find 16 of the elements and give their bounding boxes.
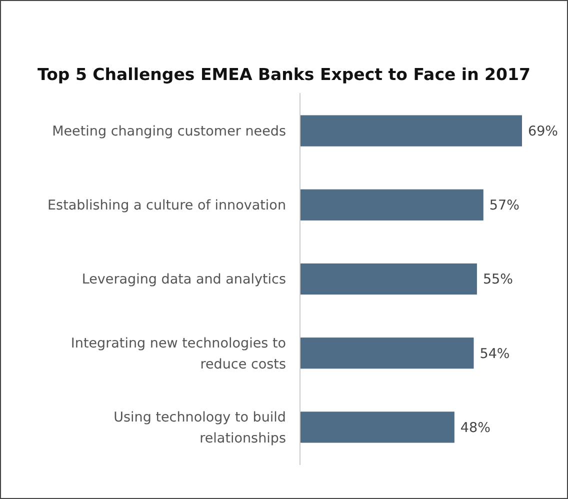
data-label: 54%: [480, 346, 510, 362]
bar: [300, 189, 484, 220]
y-tick-label: Using technology to build relationships: [114, 409, 286, 446]
data-label: 48%: [460, 420, 491, 436]
chart-title: Top 5 Challenges EMEA Banks Expect to Face in 2017: [38, 65, 530, 84]
y-tick-label: Integrating new technologies to reduce costs: [70, 335, 286, 372]
bar: [300, 412, 454, 443]
data-label: 57%: [489, 198, 520, 214]
y-tick-label: Establishing a culture of innovation: [48, 198, 286, 214]
bar: [300, 338, 474, 369]
y-tick-label: Leveraging data and analytics: [82, 272, 286, 288]
y-tick-label: Meeting changing customer needs: [52, 124, 286, 140]
bar: [300, 263, 477, 295]
data-label: 69%: [528, 124, 558, 140]
data-label: 55%: [482, 272, 514, 288]
bar: [300, 115, 522, 146]
